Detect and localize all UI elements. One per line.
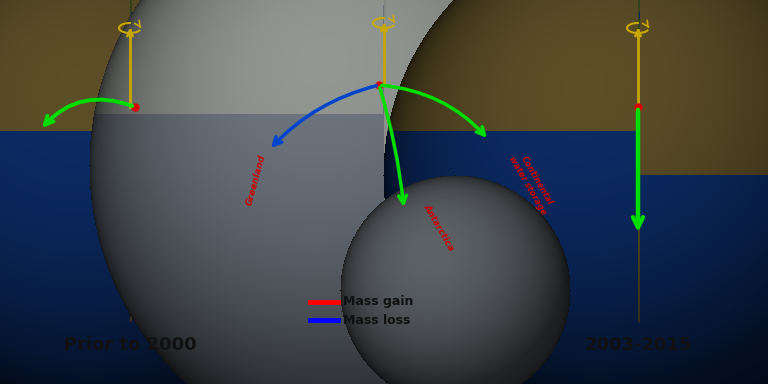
Text: Greenland: Greenland <box>245 154 267 207</box>
Text: Antarctica: Antarctica <box>422 202 456 252</box>
Text: Mass gain: Mass gain <box>343 296 413 308</box>
Text: Mass loss: Mass loss <box>343 313 410 326</box>
Text: 2003-2015: 2003-2015 <box>584 336 692 354</box>
Text: Continental
water storage: Continental water storage <box>507 149 557 217</box>
Text: Prior to 2000: Prior to 2000 <box>64 336 197 354</box>
